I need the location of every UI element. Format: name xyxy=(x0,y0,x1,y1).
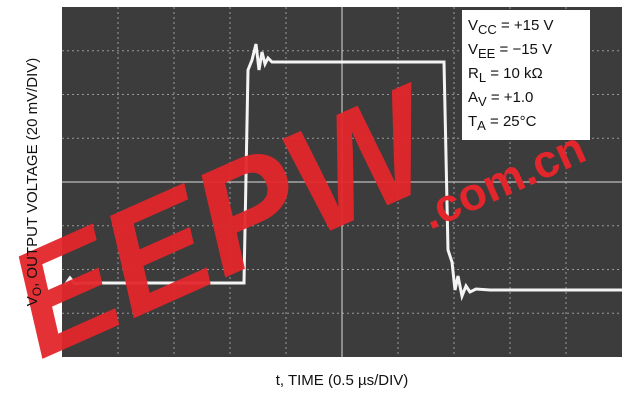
condition-subscript: L xyxy=(479,70,486,85)
condition: AV = +1.0 xyxy=(468,89,533,109)
condition-symbol: T xyxy=(468,113,477,130)
condition-text: = 10 kΩ xyxy=(486,65,543,82)
condition-text: = 25°C xyxy=(486,113,537,130)
condition-symbol: A xyxy=(468,89,478,106)
x-axis-label: t, TIME (0.5 µs/DIV) xyxy=(276,372,409,389)
condition-symbol: V xyxy=(468,41,478,58)
y-label-text: , OUTPUT VOLTAGE (20 mV/DIV) xyxy=(24,58,41,287)
condition-symbol: R xyxy=(468,65,479,82)
condition: RL = 10 kΩ xyxy=(468,65,543,85)
condition-subscript: A xyxy=(477,118,486,133)
condition-text: = +15 V xyxy=(497,17,554,34)
condition: VEE = −15 V xyxy=(468,41,552,61)
condition: VCC = +15 V xyxy=(468,17,554,37)
condition: TA = 25°C xyxy=(468,113,537,133)
condition-text: = +1.0 xyxy=(487,89,534,106)
condition-text: = −15 V xyxy=(495,41,552,58)
condition-subscript: CC xyxy=(478,22,497,37)
condition-subscript: EE xyxy=(478,46,496,61)
y-label-subscript: O xyxy=(30,287,44,296)
condition-subscript: V xyxy=(478,94,487,109)
scope-center-axes xyxy=(62,7,622,357)
y-label-symbol: V xyxy=(24,296,41,306)
trace-rising xyxy=(63,43,440,286)
conditions-box xyxy=(462,10,590,140)
trace-falling xyxy=(440,60,622,302)
y-axis-label: VO, OUTPUT VOLTAGE (20 mV/DIV) xyxy=(24,58,44,307)
condition-symbol: V xyxy=(468,17,478,34)
